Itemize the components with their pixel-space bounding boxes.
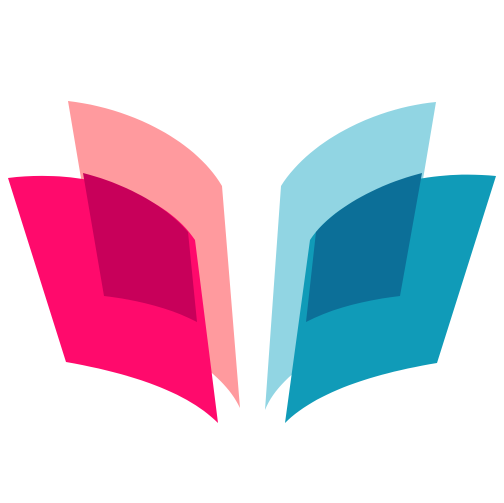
left-page-overlap bbox=[83, 173, 197, 322]
left-pages bbox=[8, 101, 240, 423]
right-pages bbox=[265, 102, 496, 423]
right-page-overlap bbox=[306, 173, 422, 322]
